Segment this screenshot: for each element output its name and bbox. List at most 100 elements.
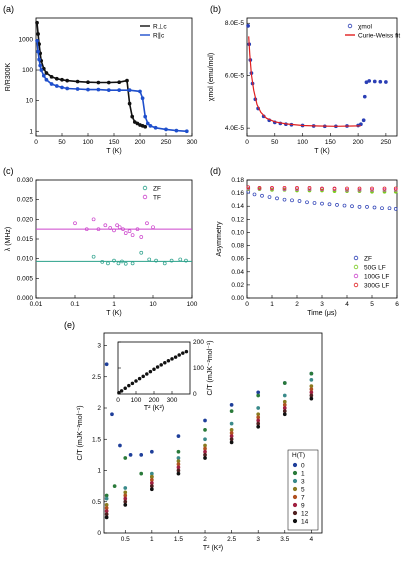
panel-e-x-tick-label: 2 <box>203 536 207 543</box>
panel-c-legend-swatch <box>142 185 148 191</box>
panel-a-y-tick-label: 1 <box>29 128 33 135</box>
panel-e-data-point <box>282 403 287 407</box>
panel-e-data-point <box>203 437 207 442</box>
panel-e-data-point <box>309 378 314 382</box>
panel-c-data-point <box>96 227 101 232</box>
panel-e-legend-entry: 9 <box>301 502 305 509</box>
panel-a-y-tick-label: 100 <box>22 67 33 74</box>
panel-e-data-point <box>104 512 109 517</box>
panel-d-legend-swatch <box>353 264 359 270</box>
panel-b-data-point <box>361 118 366 123</box>
panel-a-data-point <box>138 89 142 94</box>
panel-c-data-point <box>139 250 144 255</box>
panel-a-data-point <box>44 77 49 82</box>
panel-b-x-tick-label: 200 <box>353 139 364 146</box>
panel-e-legend-swatch <box>292 518 298 524</box>
panel-d-data-point <box>320 186 324 191</box>
panel-d-y-tick-label: 0.04 <box>231 269 244 276</box>
panel-e-data-point <box>309 396 314 401</box>
panel-e-y-tick-label: 1.5 <box>92 436 101 443</box>
panel-a-data-point <box>65 78 70 83</box>
panel-a-legend-entry: R⊥c <box>153 23 167 30</box>
panel-c-x-tick-label: 10 <box>149 301 157 308</box>
panel-e-legend-entry: 5 <box>301 486 305 493</box>
panel-e-data-point <box>123 493 128 498</box>
panel-e-inset-y-tick-label: 200 <box>193 339 204 346</box>
panel-b-x-tick-label: 250 <box>380 139 391 146</box>
panel-d-data-point <box>295 187 299 192</box>
panel-e-inset-data-point <box>141 374 145 379</box>
panel-a-x-tick-label: 100 <box>83 139 94 146</box>
panel-e-data-point <box>104 362 109 367</box>
panel-b-data-point <box>378 79 383 84</box>
panel-a-data-point <box>143 124 148 129</box>
panel-e-legend-swatch <box>292 478 298 484</box>
panel-e-inset-data-point <box>148 369 153 374</box>
panel-e-inset-y-tick-label: 0 <box>193 391 197 398</box>
panel-e-data-point <box>123 456 128 460</box>
panel-e-data-point <box>309 393 314 398</box>
panel-a-data-point <box>37 57 41 62</box>
panel-c-y-axis-label: λ (MHz) <box>5 227 12 252</box>
panel-d-y-axis-label: Asymmetry <box>216 221 223 257</box>
panel-b-data-point <box>384 80 388 84</box>
panel-e-data-point <box>256 393 261 398</box>
panel-c-data-point <box>115 223 119 228</box>
panel-e-data-point <box>176 434 181 438</box>
panel-c-data-point <box>169 258 174 263</box>
panel-d-y-tick-label: 0.18 <box>231 177 244 184</box>
panel-e-inset-data-point <box>155 365 160 369</box>
panel-a-data-point <box>184 129 189 134</box>
panel-e-x-tick-label: 1 <box>150 536 154 543</box>
panel-d-data-point <box>270 186 274 190</box>
panel-d-data-point <box>257 186 262 190</box>
panel-d-y-tick-label: 0.14 <box>231 203 244 210</box>
panel-e-data-point <box>203 449 207 454</box>
panel-c-data-point <box>91 254 96 259</box>
panel-d-data-point <box>393 187 398 192</box>
panel-b-legend-swatch <box>347 23 353 29</box>
panel-a-x-tick-label: 50 <box>58 139 66 146</box>
panel-d-legend-entry: 300G LF <box>364 282 389 289</box>
panel-e-data-point <box>150 471 154 476</box>
panel-b-frame <box>246 17 398 137</box>
panel-e-data-point <box>256 390 261 395</box>
panel-d-data-point <box>382 187 387 192</box>
panel-e-data-point <box>104 506 109 510</box>
panel-c-data-point <box>112 258 116 263</box>
panel-d-data-point <box>305 200 309 205</box>
panel-a-x-axis-label: T (K) <box>106 148 121 155</box>
panel-c-data-point <box>162 261 167 266</box>
panel-e-data-point <box>229 403 234 407</box>
panel-e-legend-entry: 3 <box>301 478 305 485</box>
panel-e-inset-data-point <box>119 389 124 393</box>
panel-c-x-axis-label: T (K) <box>106 310 121 317</box>
panel-b-panel: 0 50 100 150 200 250 4.0E-5 6.0E-5 8.0E-5 T (K) χm… <box>208 4 400 155</box>
panel-e-legend-box <box>287 449 319 531</box>
panel-d-data-point <box>350 204 354 209</box>
panel-a-data-point <box>140 96 145 101</box>
panel-d-data-point <box>252 192 257 197</box>
panel-d-data-point <box>260 193 264 198</box>
panel-d-x-tick-label: 4 <box>345 301 349 308</box>
panel-e-data-point <box>139 453 144 457</box>
panel-e-x-tick-label: 3.5 <box>280 536 289 543</box>
panel-a-data-point <box>130 114 135 119</box>
panel-d-x-tick-label: 5 <box>370 301 374 308</box>
panel-b-y-axis-label: χmol (emu/mol) <box>208 53 215 101</box>
panel-d-data-point <box>365 205 369 209</box>
panel-e-x-tick-label: 0.5 <box>121 536 130 543</box>
panel-a-data-point <box>38 63 43 68</box>
panel-d-y-tick-label: 0.10 <box>231 229 244 236</box>
panel-d-legend-entry: ZF <box>364 255 372 262</box>
panel-d-data-point <box>312 201 317 205</box>
panel-c-data-point <box>121 227 125 232</box>
panel-e-data-point <box>123 486 128 490</box>
panel-c-frame <box>35 179 193 299</box>
panel-e-data-point <box>104 496 109 501</box>
panel-b-data-point <box>246 24 250 28</box>
panel-e-x-axis-label: T² (K²) <box>203 545 223 552</box>
panel-d-data-point <box>295 186 299 190</box>
panel-e-data-point <box>139 471 144 476</box>
panel-e-legend-title: H(T) <box>292 452 305 459</box>
